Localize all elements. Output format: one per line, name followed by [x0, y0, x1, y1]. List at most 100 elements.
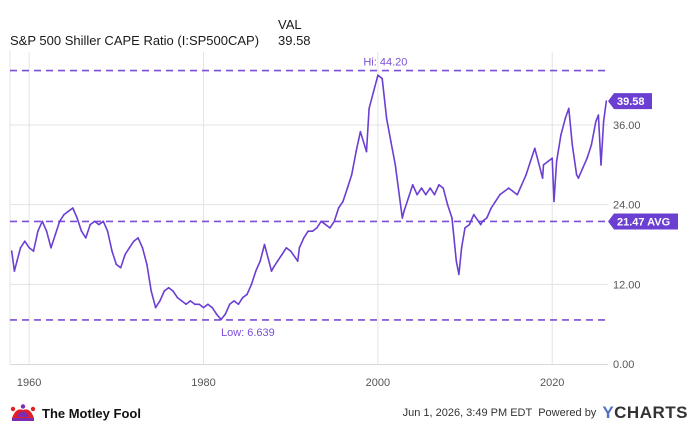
x-tick-label: 2000 — [366, 377, 390, 389]
data-point — [272, 266, 275, 269]
data-point — [460, 247, 463, 249]
grid-lines — [9, 50, 608, 365]
data-point — [350, 174, 353, 176]
data-point — [407, 197, 410, 199]
data-point — [372, 91, 375, 93]
data-point — [468, 223, 471, 226]
data-point — [311, 230, 314, 232]
data-point — [211, 306, 213, 309]
data-point — [307, 230, 309, 232]
motley-fool-brand: The Motley Fool — [10, 403, 141, 423]
data-point — [102, 220, 105, 223]
data-point — [180, 300, 183, 302]
data-point — [401, 217, 404, 219]
data-point — [377, 74, 379, 76]
footer-attribution: Jun 1, 2026, 3:49 PM EDT Powered by YCHA… — [403, 403, 688, 423]
data-point — [564, 117, 567, 120]
data-point — [24, 240, 26, 242]
data-point — [464, 227, 466, 229]
data-point — [207, 303, 209, 306]
data-point — [342, 200, 344, 203]
timestamp: Jun 1, 2026, 3:49 PM EDT — [402, 407, 533, 419]
data-point — [581, 167, 584, 169]
data-point — [41, 220, 44, 223]
y-tick-label: 0.00 — [613, 359, 634, 371]
data-point — [365, 150, 368, 153]
data-point — [159, 300, 161, 302]
data-point — [458, 273, 460, 276]
data-point — [32, 250, 35, 252]
data-point — [128, 247, 131, 249]
data-point — [303, 237, 305, 239]
series-line-0 — [10, 74, 608, 321]
last-value-label: 39.58 — [617, 96, 645, 108]
data-point — [499, 193, 501, 196]
x-tick-label: 1980 — [191, 377, 215, 389]
legend-series-value: 39.58 — [278, 33, 311, 48]
data-point — [568, 107, 570, 110]
data-point — [520, 184, 523, 186]
data-point — [37, 230, 39, 232]
jester-cap-icon — [10, 404, 36, 421]
data-point — [429, 187, 432, 189]
data-point — [516, 193, 519, 196]
data-point — [411, 184, 414, 186]
data-point — [324, 223, 327, 226]
y-axis-ticks: 0.00 12.00 24.00 36.00 — [613, 120, 641, 371]
x-tick-label: 2020 — [540, 377, 564, 389]
data-point — [442, 187, 445, 189]
legend-series-name: S&P 500 Shiller CAPE Ratio (I:SP500CAP) — [10, 33, 260, 48]
data-point — [167, 286, 170, 289]
data-point — [346, 187, 349, 189]
data-point — [586, 157, 588, 159]
data-point — [111, 250, 113, 252]
data-point — [237, 303, 240, 306]
ycharts-logo-y: Y — [602, 403, 615, 422]
data-point — [270, 270, 273, 272]
data-point — [215, 313, 218, 316]
data-point — [172, 290, 174, 292]
data-point — [503, 190, 506, 193]
reference-label-avg: 21.47 AVG — [617, 216, 670, 228]
data-point — [446, 203, 449, 206]
data-point — [224, 313, 227, 316]
brand-name: The Motley Fool — [42, 405, 141, 421]
data-point — [296, 260, 299, 262]
data-point — [115, 263, 118, 266]
data-point — [54, 233, 57, 236]
data-point — [28, 247, 31, 249]
data-point — [124, 253, 126, 256]
data-point — [285, 247, 288, 249]
data-point — [359, 130, 362, 133]
data-point — [289, 250, 292, 252]
data-point — [133, 240, 135, 242]
ycharts-logo-text: CHARTS — [614, 403, 688, 422]
reference-label-min: Low: 6.639 — [221, 327, 275, 339]
data-point — [106, 230, 109, 232]
data-point — [394, 164, 397, 166]
data-point — [602, 120, 605, 123]
data-point — [58, 220, 61, 223]
data-point — [63, 213, 65, 216]
x-tick-label: 1960 — [17, 377, 41, 389]
data-point — [368, 107, 370, 110]
data-point — [479, 223, 482, 226]
data-point — [525, 174, 527, 176]
reference-label-max: Hi: 44.20 — [363, 57, 407, 69]
data-point — [542, 164, 545, 166]
data-point — [67, 210, 70, 213]
data-point — [163, 290, 166, 292]
data-point — [202, 306, 205, 309]
data-point — [381, 77, 384, 80]
data-point — [176, 296, 179, 299]
data-point — [355, 150, 357, 153]
data-point — [146, 263, 148, 266]
data-point — [438, 184, 440, 186]
data-point — [337, 207, 340, 209]
data-point — [490, 207, 493, 209]
data-point — [333, 220, 336, 223]
data-point — [473, 213, 475, 216]
data-point — [13, 270, 16, 272]
data-point — [600, 164, 602, 166]
